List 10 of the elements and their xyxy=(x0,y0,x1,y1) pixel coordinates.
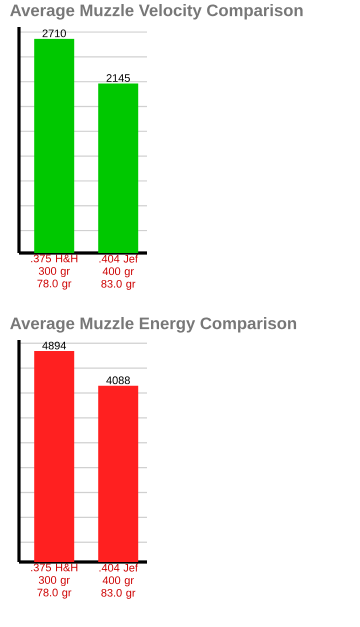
chart-title: Average Muzzle Energy Comparison xyxy=(10,316,296,333)
chart-title: Average Muzzle Velocity Comparison xyxy=(10,4,303,20)
data-label: 2710 xyxy=(42,30,66,38)
data-label: 4088 xyxy=(106,376,130,384)
data-label: 4894 xyxy=(42,342,66,350)
x-tick-label: .404 Jef 400 gr 83.0 gr xyxy=(99,564,138,599)
x-tick-label: .404 Jef 400 gr 83.0 gr xyxy=(99,254,138,290)
x-tick-label: .375 H&H 300 gr 78.0 gr xyxy=(31,254,78,290)
data-label: 2145 xyxy=(106,74,130,82)
x-tick-label: .375 H&H 300 gr 78.0 gr xyxy=(31,564,78,599)
